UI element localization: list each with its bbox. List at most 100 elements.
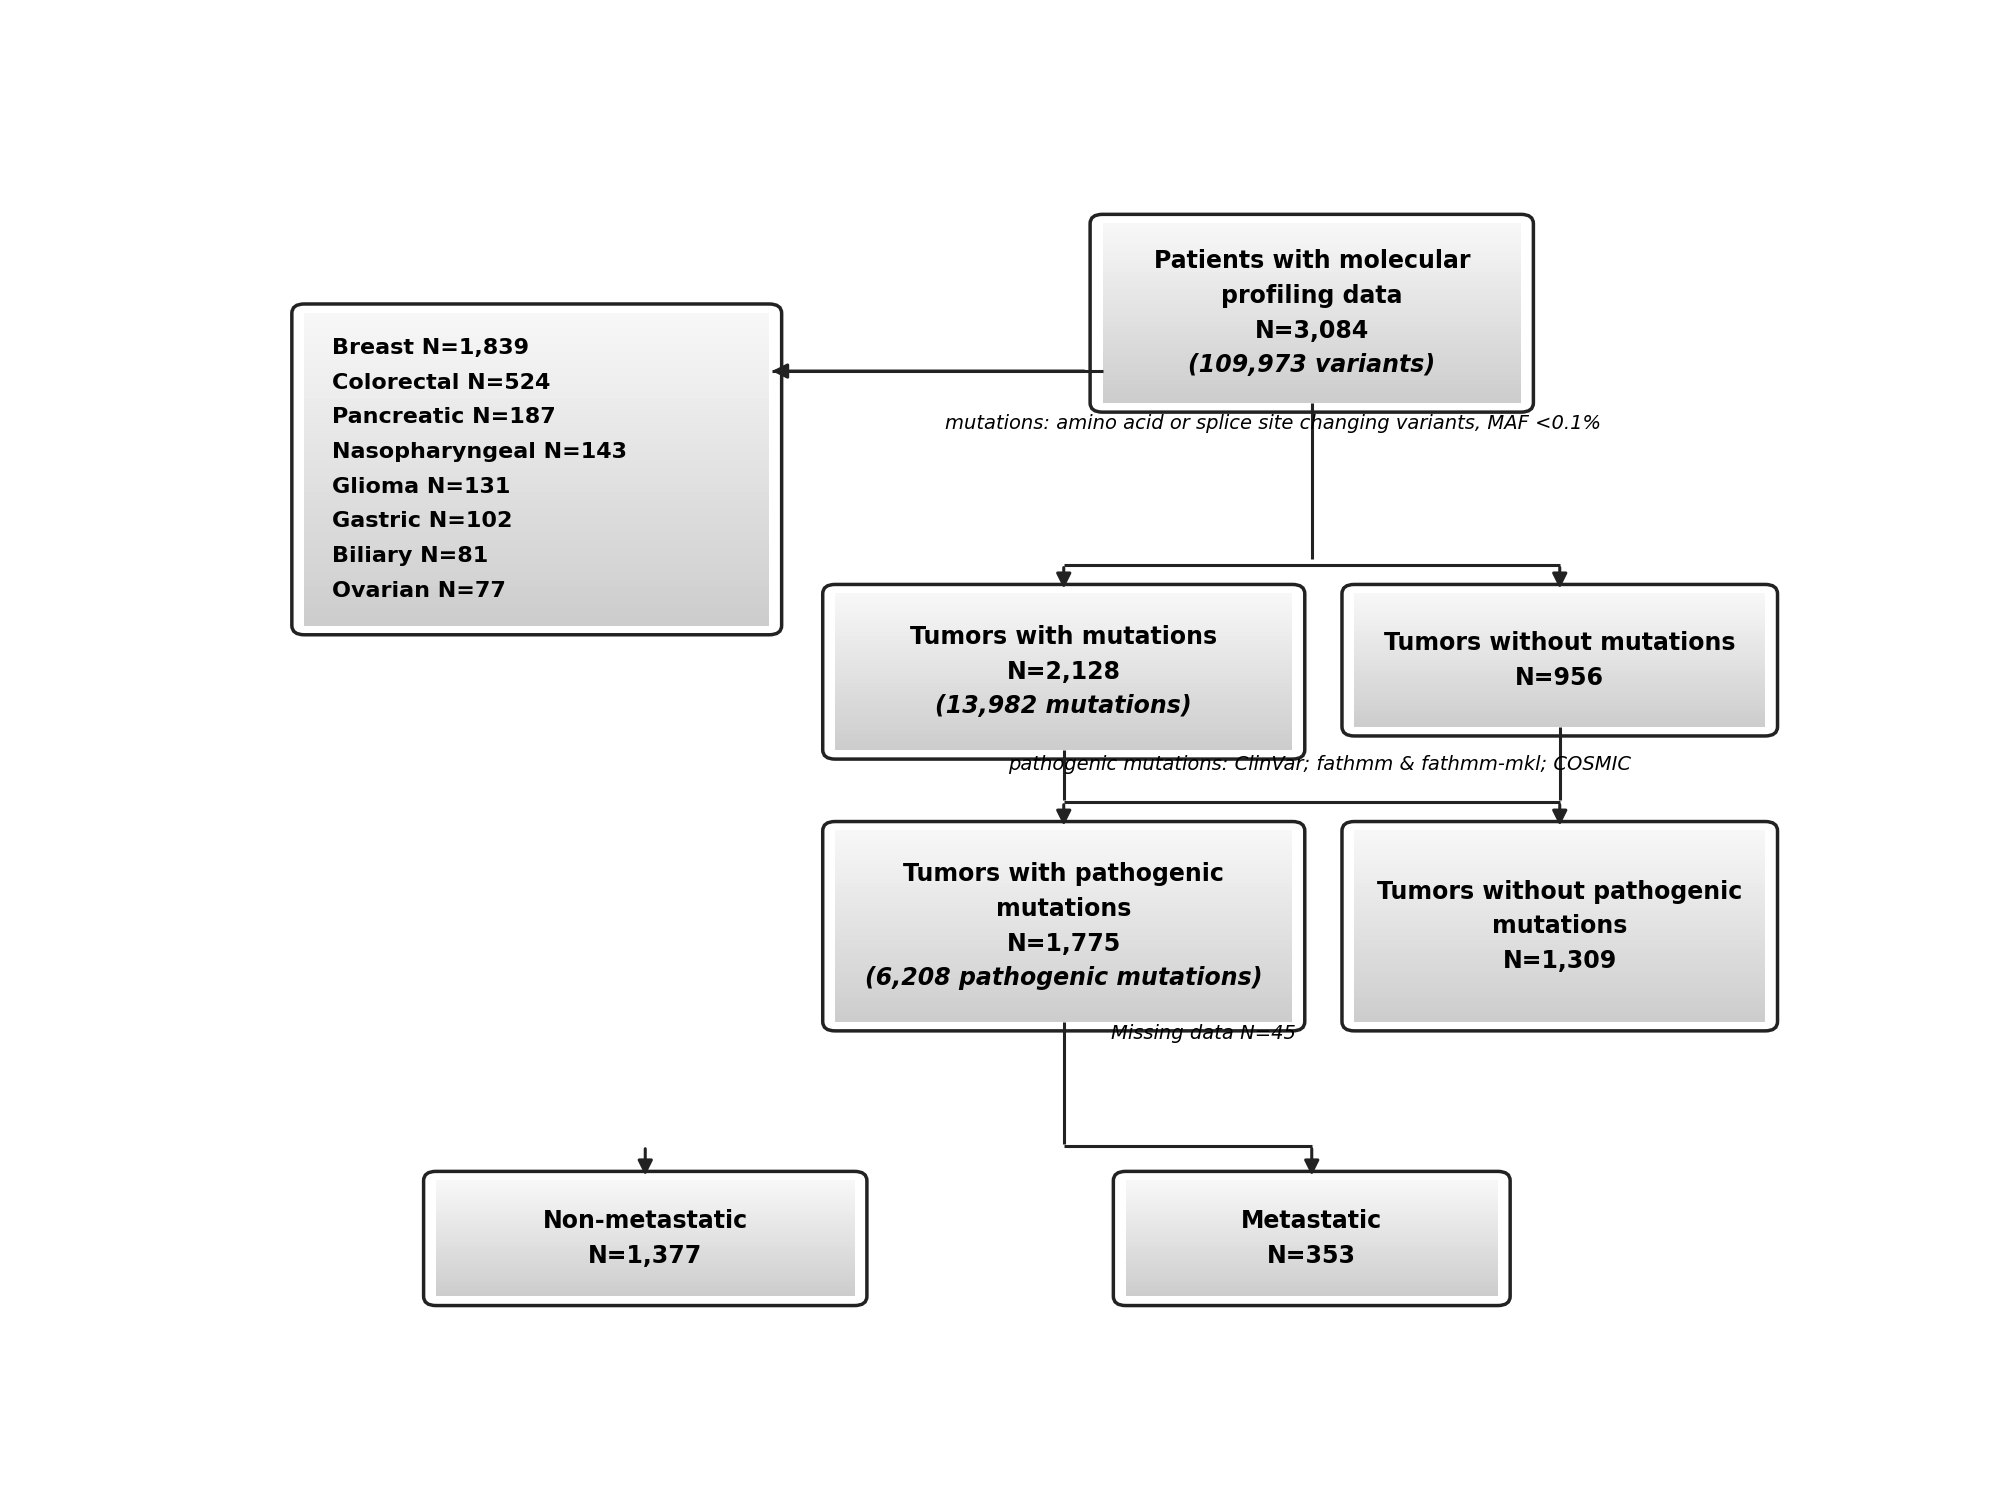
FancyBboxPatch shape xyxy=(304,523,770,532)
FancyBboxPatch shape xyxy=(836,1006,1292,1012)
FancyBboxPatch shape xyxy=(836,694,1292,698)
FancyBboxPatch shape xyxy=(1354,667,1766,670)
FancyBboxPatch shape xyxy=(436,1232,854,1236)
FancyBboxPatch shape xyxy=(836,686,1292,691)
Text: Gastric N=102: Gastric N=102 xyxy=(332,511,512,532)
FancyBboxPatch shape xyxy=(436,1229,854,1233)
FancyBboxPatch shape xyxy=(836,628,1292,632)
Text: (6,208 pathogenic mutations): (6,208 pathogenic mutations) xyxy=(864,966,1262,990)
Text: N=1,775: N=1,775 xyxy=(1006,931,1120,955)
FancyBboxPatch shape xyxy=(836,601,1292,605)
FancyBboxPatch shape xyxy=(836,613,1292,617)
FancyBboxPatch shape xyxy=(836,978,1292,984)
FancyBboxPatch shape xyxy=(304,376,770,383)
FancyBboxPatch shape xyxy=(304,344,770,353)
FancyBboxPatch shape xyxy=(1354,936,1766,940)
FancyBboxPatch shape xyxy=(1126,1244,1498,1247)
FancyBboxPatch shape xyxy=(1102,348,1522,353)
FancyBboxPatch shape xyxy=(1126,1293,1498,1296)
FancyBboxPatch shape xyxy=(836,982,1292,988)
FancyBboxPatch shape xyxy=(1126,1194,1498,1199)
FancyBboxPatch shape xyxy=(1102,308,1522,314)
FancyBboxPatch shape xyxy=(304,493,770,500)
FancyBboxPatch shape xyxy=(436,1287,854,1290)
FancyBboxPatch shape xyxy=(1102,222,1522,228)
FancyBboxPatch shape xyxy=(1354,604,1766,607)
FancyBboxPatch shape xyxy=(836,679,1292,683)
FancyBboxPatch shape xyxy=(1354,653,1766,656)
FancyBboxPatch shape xyxy=(1354,897,1766,903)
FancyBboxPatch shape xyxy=(836,849,1292,855)
FancyBboxPatch shape xyxy=(1354,1002,1766,1008)
FancyBboxPatch shape xyxy=(304,500,770,508)
FancyBboxPatch shape xyxy=(1354,978,1766,984)
FancyBboxPatch shape xyxy=(1126,1263,1498,1268)
FancyBboxPatch shape xyxy=(1126,1275,1498,1280)
FancyBboxPatch shape xyxy=(1102,294,1522,300)
Text: mutations: mutations xyxy=(1492,915,1628,939)
Text: Ovarian N=77: Ovarian N=77 xyxy=(332,581,506,601)
FancyBboxPatch shape xyxy=(1126,1262,1498,1265)
Text: (13,982 mutations): (13,982 mutations) xyxy=(936,694,1192,718)
FancyBboxPatch shape xyxy=(836,897,1292,903)
FancyBboxPatch shape xyxy=(1354,883,1766,888)
Text: Patients with molecular: Patients with molecular xyxy=(1154,249,1470,273)
FancyBboxPatch shape xyxy=(1126,1203,1498,1206)
FancyBboxPatch shape xyxy=(1102,258,1522,264)
FancyBboxPatch shape xyxy=(436,1235,854,1239)
FancyBboxPatch shape xyxy=(1354,610,1766,614)
FancyBboxPatch shape xyxy=(836,868,1292,874)
Text: N=1,309: N=1,309 xyxy=(1502,949,1616,973)
FancyBboxPatch shape xyxy=(836,969,1292,973)
FancyBboxPatch shape xyxy=(1354,703,1766,707)
FancyBboxPatch shape xyxy=(1126,1181,1498,1184)
FancyBboxPatch shape xyxy=(836,921,1292,927)
FancyBboxPatch shape xyxy=(836,973,1292,979)
FancyBboxPatch shape xyxy=(1354,659,1766,664)
FancyBboxPatch shape xyxy=(836,1011,1292,1017)
FancyBboxPatch shape xyxy=(1102,385,1522,389)
FancyBboxPatch shape xyxy=(1354,849,1766,855)
FancyBboxPatch shape xyxy=(1126,1187,1498,1190)
FancyBboxPatch shape xyxy=(304,391,770,400)
FancyBboxPatch shape xyxy=(836,635,1292,640)
FancyBboxPatch shape xyxy=(436,1224,854,1227)
FancyBboxPatch shape xyxy=(436,1226,854,1230)
FancyBboxPatch shape xyxy=(836,997,1292,1002)
Text: profiling data: profiling data xyxy=(1220,284,1402,308)
FancyBboxPatch shape xyxy=(836,620,1292,625)
FancyBboxPatch shape xyxy=(436,1281,854,1284)
FancyBboxPatch shape xyxy=(1126,1218,1498,1221)
FancyBboxPatch shape xyxy=(836,625,1292,629)
FancyBboxPatch shape xyxy=(304,586,770,595)
FancyBboxPatch shape xyxy=(836,873,1292,879)
FancyBboxPatch shape xyxy=(836,644,1292,649)
Text: N=353: N=353 xyxy=(1268,1244,1356,1268)
FancyBboxPatch shape xyxy=(304,476,770,485)
FancyBboxPatch shape xyxy=(836,864,1292,870)
FancyBboxPatch shape xyxy=(1354,969,1766,973)
FancyBboxPatch shape xyxy=(1126,1191,1498,1196)
Text: N=1,377: N=1,377 xyxy=(588,1244,702,1268)
FancyBboxPatch shape xyxy=(836,691,1292,695)
FancyBboxPatch shape xyxy=(1102,394,1522,398)
FancyBboxPatch shape xyxy=(1126,1272,1498,1277)
FancyBboxPatch shape xyxy=(436,1191,854,1196)
FancyBboxPatch shape xyxy=(836,605,1292,610)
FancyBboxPatch shape xyxy=(836,912,1292,916)
FancyBboxPatch shape xyxy=(1354,616,1766,620)
FancyBboxPatch shape xyxy=(836,840,1292,846)
FancyBboxPatch shape xyxy=(1126,1226,1498,1230)
FancyBboxPatch shape xyxy=(1126,1184,1498,1187)
Text: (109,973 variants): (109,973 variants) xyxy=(1188,353,1436,377)
FancyBboxPatch shape xyxy=(436,1290,854,1293)
FancyBboxPatch shape xyxy=(836,964,1292,969)
FancyBboxPatch shape xyxy=(1354,916,1766,921)
FancyBboxPatch shape xyxy=(436,1275,854,1280)
FancyBboxPatch shape xyxy=(836,901,1292,907)
FancyBboxPatch shape xyxy=(436,1188,854,1193)
FancyBboxPatch shape xyxy=(836,742,1292,746)
Text: N=3,084: N=3,084 xyxy=(1254,318,1368,342)
FancyBboxPatch shape xyxy=(1102,245,1522,251)
FancyBboxPatch shape xyxy=(1354,722,1766,727)
